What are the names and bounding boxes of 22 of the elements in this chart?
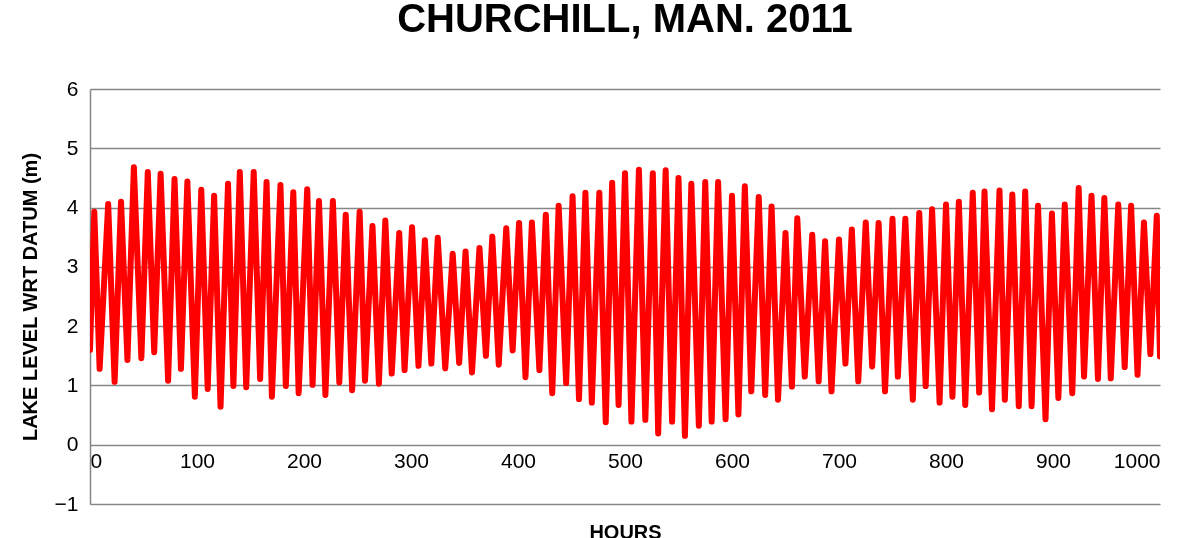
x-tick-label: 800	[928, 449, 965, 473]
x-tick-label: 700	[821, 449, 858, 473]
x-tick-label: 400	[500, 449, 537, 473]
y-tick-label: 2	[66, 313, 79, 337]
y-tick-label: 6	[66, 76, 79, 100]
y-axis-title: LAKE LEVEL WRT DATUM (m)	[18, 152, 41, 442]
y-tick-label: 5	[66, 135, 79, 159]
y-tick-label: 4	[66, 195, 79, 219]
x-tick-label: 0	[90, 449, 103, 473]
y-tick-label: 3	[66, 254, 79, 278]
x-tick-label: 900	[1035, 449, 1072, 473]
x-tick-label: 1000	[1113, 449, 1161, 473]
x-axis-title: HOURS	[589, 520, 662, 538]
x-tick-label: 500	[607, 449, 644, 473]
x-tick-label: 300	[393, 449, 430, 473]
y-tick-label: 0	[66, 432, 79, 456]
chart-title: CHURCHILL, MAN. 2011	[397, 0, 853, 40]
x-tick-label: 200	[286, 449, 323, 473]
x-tick-label: 600	[714, 449, 751, 473]
x-tick-label: 100	[179, 449, 216, 473]
y-tick-label: 1	[66, 372, 79, 396]
y-tick-label: −1	[54, 491, 79, 515]
